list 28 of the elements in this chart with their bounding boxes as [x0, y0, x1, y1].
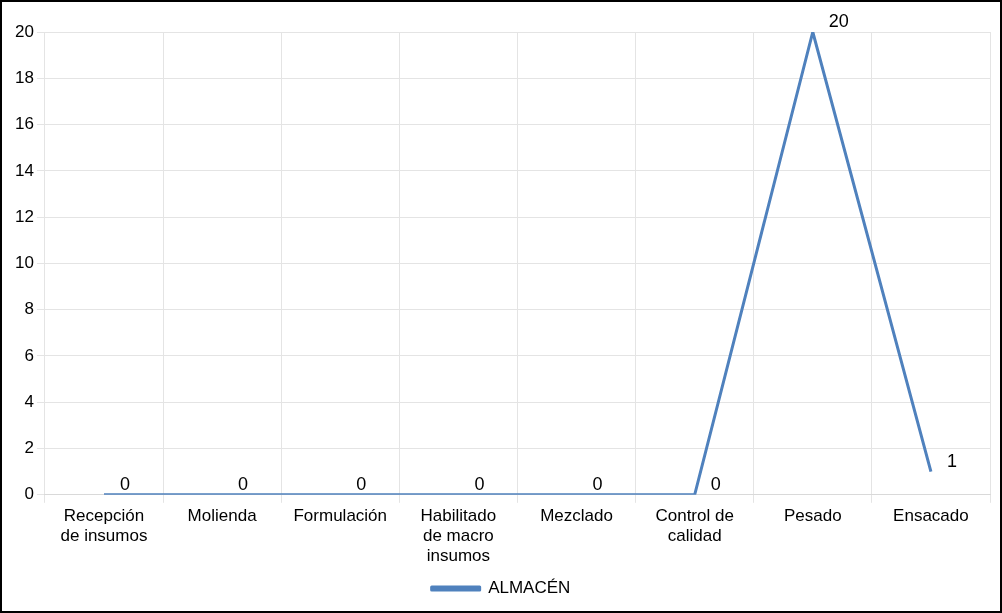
data-label: 0	[238, 473, 249, 494]
x-tick-label: Formulación	[293, 505, 388, 525]
data-label: 0	[474, 473, 485, 494]
y-tick-label: 0	[24, 484, 34, 504]
y-tick-label: 12	[14, 206, 34, 226]
y-tick-label: 10	[14, 253, 34, 273]
data-label: 0	[356, 473, 367, 494]
x-tick-label: Control de calidad	[655, 505, 734, 546]
x-tick-label: Molienda	[187, 505, 258, 525]
data-label: 0	[592, 473, 603, 494]
x-tick-label: Pesado	[783, 505, 842, 525]
x-tick-label: Ensacado	[893, 505, 969, 525]
y-tick-label: 4	[24, 391, 34, 411]
data-label: 0	[119, 473, 130, 494]
y-tick-label: 20	[14, 21, 34, 41]
x-tick-label: Mezclado	[540, 505, 613, 525]
data-label: 1	[946, 450, 957, 471]
data-label: 20	[828, 10, 849, 31]
y-tick-label: 18	[14, 67, 34, 87]
legend-label: ALMACÉN	[488, 578, 571, 598]
y-tick-label: 2	[24, 438, 34, 458]
y-tick-label: 8	[24, 299, 34, 319]
x-tick-label: Habilitado de macro insumos	[420, 505, 497, 566]
y-tick-label: 14	[14, 160, 34, 180]
y-tick-label: 16	[14, 114, 34, 134]
y-tick-label: 6	[24, 345, 34, 365]
data-label: 0	[710, 473, 721, 494]
x-tick-label: Recepción de insumos	[60, 505, 148, 546]
